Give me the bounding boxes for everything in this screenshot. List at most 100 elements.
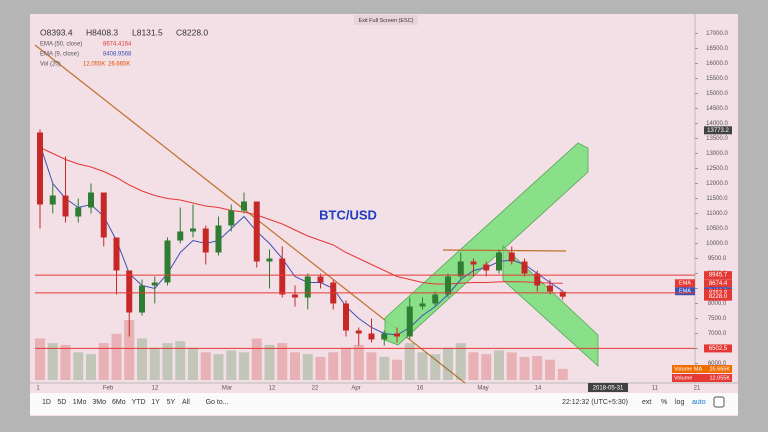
- candle-body: [164, 240, 171, 283]
- candle-body: [419, 303, 426, 307]
- volume-bar: [532, 356, 543, 380]
- x-tick-label: 22: [312, 386, 319, 392]
- candle-body: [126, 270, 133, 313]
- volume-bar: [111, 333, 122, 380]
- range-button[interactable]: 5D: [57, 399, 66, 406]
- option-button[interactable]: auto: [692, 399, 706, 406]
- clock: 22:12:32 (UTC+5:30): [562, 399, 628, 406]
- resistance-line: [442, 249, 567, 252]
- exit-fullscreen[interactable]: Exit Full Screen (ESC): [358, 18, 413, 24]
- price-tag: [704, 271, 732, 280]
- y-tick-label: 7000.0: [708, 331, 727, 337]
- y-tick-label: 16500.0: [706, 46, 728, 52]
- candle-body: [228, 210, 235, 226]
- x-tick-label: 12: [152, 386, 159, 392]
- candle-body: [521, 261, 528, 274]
- candle-body: [559, 291, 566, 297]
- volume-bar: [341, 347, 351, 380]
- candle-body: [49, 195, 56, 205]
- ohlc-value: H8408.3: [86, 27, 118, 37]
- x-tick-label: 11: [652, 386, 659, 392]
- candle-body: [139, 285, 145, 313]
- y-tick-label: 14000.0: [706, 121, 728, 127]
- y-tick-label: 13000.0: [706, 151, 728, 157]
- volume-tag-label: 12.055K: [710, 375, 731, 381]
- x-tick-label: May: [477, 386, 488, 392]
- legend-value: 8408.9568: [103, 52, 132, 58]
- price-tag-label: 8945.7: [709, 273, 728, 279]
- volume-bar: [392, 359, 402, 380]
- volume-bar: [417, 352, 428, 380]
- y-tick-label: 10500.0: [706, 226, 728, 232]
- y-tick-label: 8000.0: [708, 301, 727, 307]
- tag-prefix-bg: [675, 287, 695, 296]
- volume-bar: [137, 338, 147, 380]
- volume-tag-bg: [672, 365, 732, 373]
- candle-body: [113, 237, 120, 271]
- volume-bar: [455, 343, 466, 380]
- y-tick-label: 15500.0: [706, 76, 728, 82]
- candle-body: [445, 276, 451, 295]
- range-button[interactable]: 1D: [42, 399, 51, 406]
- ohlc-value: C8228.0: [176, 27, 208, 37]
- price-tag-label: 8228.0: [709, 294, 728, 300]
- down-channel: [502, 245, 599, 367]
- volume-bar: [353, 344, 364, 380]
- candle-body: [343, 303, 349, 331]
- volume-bar: [443, 347, 453, 380]
- candle-body: [496, 252, 502, 271]
- range-button[interactable]: 1Y: [151, 399, 160, 406]
- tag-prefix: EMA: [679, 289, 691, 295]
- x-tick-label: 21: [694, 386, 701, 392]
- y-tick-label: 9500.0: [708, 256, 727, 262]
- range-button[interactable]: 3Mo: [92, 399, 106, 406]
- candle-body: [394, 333, 400, 337]
- range-button[interactable]: 6Mo: [112, 399, 126, 406]
- x-tick-label: Feb: [103, 386, 114, 392]
- range-button[interactable]: 5Y: [167, 399, 176, 406]
- ema-line: [39, 147, 563, 285]
- option-button[interactable]: %: [661, 399, 667, 406]
- exit-button[interactable]: [354, 15, 418, 25]
- candle-body: [62, 195, 69, 217]
- range-button[interactable]: 1Mo: [73, 399, 87, 406]
- volume-bar: [430, 354, 441, 380]
- y-tick-label: 7500.0: [708, 316, 727, 322]
- volume-bar: [519, 356, 530, 380]
- volume-bar: [239, 352, 249, 380]
- candle-body: [355, 330, 362, 334]
- volume-bar: [315, 356, 326, 380]
- candle-body: [317, 276, 324, 283]
- candle-body: [483, 264, 490, 271]
- candle-body: [177, 231, 184, 241]
- goto-button[interactable]: Go to...: [206, 399, 229, 406]
- y-tick-label: 16000.0: [706, 61, 728, 67]
- volume-bar: [302, 354, 313, 380]
- y-tick-label: 14500.0: [706, 106, 728, 112]
- option-button[interactable]: ext: [642, 399, 651, 406]
- candle-body: [37, 132, 43, 205]
- candle-body: [266, 258, 273, 262]
- candle-body: [215, 225, 222, 253]
- range-button[interactable]: All: [182, 399, 190, 406]
- legend-value: 8674.4164: [103, 42, 132, 48]
- volume-bar: [264, 344, 275, 380]
- volume-bar: [251, 338, 262, 380]
- candle-body: [547, 285, 553, 292]
- volume-bar: [277, 343, 288, 380]
- candle-body: [253, 201, 260, 262]
- volume-bar: [290, 352, 300, 380]
- volume-bar: [188, 347, 198, 380]
- x-tick-label: 16: [417, 386, 424, 392]
- chart-title: BTC/USD: [319, 207, 377, 222]
- price-tag-label: 13773.2: [707, 128, 729, 134]
- price-tag-label: 6502.5: [709, 346, 728, 352]
- option-button[interactable]: log: [675, 399, 684, 406]
- volume-tag-label: 26.665K: [710, 366, 731, 372]
- range-button[interactable]: YTD: [132, 399, 146, 406]
- volume-bar: [35, 338, 45, 380]
- legend-value: 26.665K: [108, 62, 130, 68]
- settings-button[interactable]: [713, 396, 725, 408]
- volume-bar: [481, 354, 492, 380]
- volume-bar: [86, 354, 96, 380]
